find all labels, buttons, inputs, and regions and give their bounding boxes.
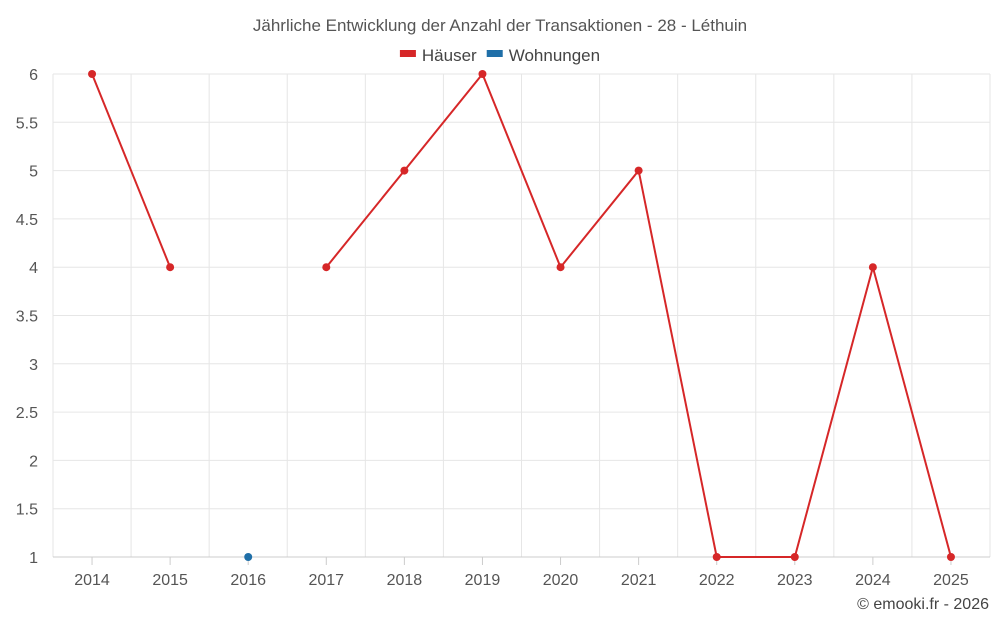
- legend-label: Wohnungen: [509, 46, 600, 65]
- credit-text: © emooki.fr - 2026: [857, 596, 989, 613]
- x-tick-label: 2019: [465, 572, 501, 589]
- y-tick-label: 5.5: [16, 115, 38, 132]
- grid: [52, 73, 991, 558]
- y-tick-label: 2.5: [16, 405, 38, 422]
- data-point[interactable]: [166, 263, 175, 272]
- x-tick-label: 2016: [230, 572, 266, 589]
- data-point[interactable]: [712, 553, 721, 561]
- series: [88, 70, 955, 561]
- data-point[interactable]: [556, 263, 565, 272]
- legend: Häuser Wohnungen: [399, 46, 600, 65]
- x-tick-label: 2024: [855, 572, 891, 589]
- data-point[interactable]: [322, 263, 331, 272]
- y-tick-label: 2: [29, 453, 38, 470]
- data-point[interactable]: [946, 553, 955, 561]
- chart-title: Jährliche Entwicklung der Anzahl der Tra…: [253, 16, 747, 35]
- x-tick-label: 2017: [308, 572, 344, 589]
- axes: 1 1.5 2 2.5 3 3.5 4 4.5 5 5.5 6 2014 2015 2016 2017 201…: [16, 67, 990, 589]
- legend-label: Häuser: [422, 46, 477, 65]
- x-tick-label: 2014: [74, 572, 110, 589]
- x-tick-label: 2020: [543, 572, 579, 589]
- legend-swatch[interactable]: [399, 50, 416, 57]
- legend-swatch[interactable]: [486, 50, 503, 57]
- x-tick-label: 2022: [699, 572, 735, 589]
- y-tick-label: 1: [29, 550, 38, 567]
- y-tick-label: 3.5: [16, 309, 38, 326]
- x-tick-label: 2018: [387, 572, 423, 589]
- x-tick-label: 2025: [933, 572, 969, 589]
- x-tick-label: 2015: [152, 572, 188, 589]
- y-tick-label: 3: [29, 357, 38, 374]
- y-tick-label: 1.5: [16, 502, 38, 519]
- data-point[interactable]: [244, 553, 253, 561]
- series-0: [88, 70, 955, 561]
- x-tick-label: 2021: [621, 572, 657, 589]
- x-tick-label: 2023: [777, 572, 813, 589]
- data-point[interactable]: [868, 263, 877, 272]
- series-line: [91, 73, 172, 268]
- y-tick-label: 4: [29, 260, 38, 277]
- data-point[interactable]: [478, 70, 487, 78]
- series-1: [244, 553, 253, 561]
- data-point[interactable]: [790, 553, 799, 561]
- data-point[interactable]: [634, 166, 643, 175]
- y-tick-label: 5: [29, 164, 38, 181]
- y-tick-label: 4.5: [16, 212, 38, 229]
- data-point[interactable]: [88, 70, 97, 78]
- y-tick-label: 6: [29, 67, 38, 84]
- data-point[interactable]: [400, 166, 409, 175]
